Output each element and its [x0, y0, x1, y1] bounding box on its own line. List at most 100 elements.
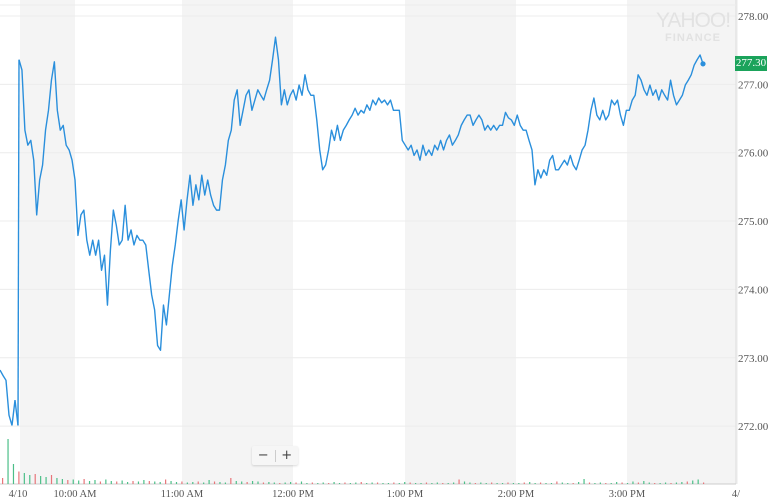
volume-bar	[148, 481, 150, 484]
volume-bar	[664, 482, 667, 484]
volume-bar	[637, 482, 639, 484]
volume-bar	[208, 480, 210, 484]
volume-bar	[404, 482, 406, 484]
volume-bar	[349, 483, 351, 484]
x-tick-label: 12:00 PM	[272, 489, 314, 500]
volume-bar	[409, 482, 411, 484]
y-tick-label: 274.00	[738, 284, 768, 296]
previous-session-line	[0, 369, 19, 426]
volume-bar	[83, 479, 85, 484]
volume-bar	[550, 483, 553, 484]
volume-bar	[143, 480, 145, 484]
volume-bar	[45, 477, 47, 484]
zoom-divider	[274, 449, 276, 462]
volume-bar	[241, 481, 243, 484]
volume-bar	[414, 483, 417, 484]
zoom-controls: − +	[252, 446, 298, 465]
volume-bar	[262, 482, 265, 484]
volume-bar	[599, 482, 601, 484]
volume-bar	[556, 481, 558, 484]
hour-band	[405, 0, 516, 484]
volume-bar	[681, 482, 683, 484]
volume-bar	[170, 481, 172, 484]
volume-bar	[518, 483, 520, 484]
open-gap-line	[17, 59, 20, 426]
volume-bar	[203, 482, 205, 484]
volume-bar	[219, 482, 221, 484]
volume-bar	[72, 479, 74, 484]
volume-bar	[23, 473, 25, 484]
volume-bar	[474, 483, 476, 484]
x-tick-label: 4/	[732, 489, 740, 500]
volume-bar	[268, 482, 270, 484]
volume-bar	[317, 483, 319, 484]
hour-band	[627, 0, 738, 484]
volume-bar	[50, 475, 53, 484]
volume-bar	[290, 482, 292, 484]
hour-band	[20, 0, 75, 484]
volume-bar	[442, 483, 444, 484]
volume-bar	[181, 481, 183, 484]
y-tick-label: 275.00	[738, 216, 768, 228]
volume-bar	[523, 482, 525, 484]
volume-bar	[105, 479, 107, 484]
volume-bar	[197, 481, 199, 484]
volume-bar	[230, 478, 232, 484]
volume-bar	[78, 480, 80, 484]
volume-bar	[496, 483, 498, 484]
volume-bar	[94, 480, 96, 484]
volume-bar	[56, 478, 58, 484]
volume-bar	[387, 483, 390, 484]
watermark-yahoo: YAHOO!	[655, 9, 731, 32]
volume-bar	[458, 479, 460, 484]
volume-bar	[583, 479, 585, 484]
volume-bar	[453, 482, 455, 484]
volume-bar	[436, 482, 438, 484]
volume-bar	[251, 481, 254, 484]
volume-bar	[322, 482, 324, 484]
volume-bar	[311, 482, 313, 484]
volume-bar	[235, 481, 237, 484]
watermark-finance: FINANCE	[665, 32, 721, 44]
volume-bar	[463, 481, 466, 484]
hour-band	[182, 0, 293, 484]
volume-bar	[529, 482, 531, 484]
volume-bar	[300, 481, 303, 484]
volume-bar	[12, 464, 15, 484]
volume-bar	[654, 483, 656, 484]
volume-bar	[692, 480, 694, 484]
volume-bar	[137, 481, 140, 484]
volume-bar	[40, 476, 42, 484]
volume-bar	[610, 483, 612, 484]
zoom-in-button[interactable]: +	[281, 448, 293, 463]
volume-bar	[338, 483, 341, 484]
y-tick-label: 277.00	[738, 79, 768, 91]
volume-bar	[675, 482, 678, 484]
volume-bar	[154, 481, 156, 484]
x-tick-label: 11:00 AM	[161, 489, 204, 500]
volume-bar	[393, 482, 395, 484]
volume-bar	[165, 479, 167, 484]
volume-bar	[333, 482, 335, 484]
x-tick-label: 2:00 PM	[498, 489, 535, 500]
volume-bar	[328, 483, 330, 484]
volume-bar	[703, 482, 705, 484]
volume-bar	[425, 482, 428, 484]
yahoo-finance-watermark: YAHOO! FINANCE	[650, 9, 736, 45]
volume-bar	[545, 483, 547, 484]
volume-bar	[295, 482, 297, 484]
volume-bar	[7, 439, 9, 484]
volume-bar	[594, 483, 596, 484]
volume-bar	[626, 483, 629, 484]
volume-bar	[355, 482, 357, 484]
volume-bar	[648, 482, 650, 484]
volume-bar	[376, 482, 379, 484]
volume-bar	[572, 483, 574, 484]
zoom-out-button[interactable]: −	[257, 448, 269, 463]
volume-bar	[491, 482, 493, 484]
volume-bar	[88, 481, 91, 484]
volume-bar	[344, 482, 346, 484]
volume-bar	[686, 481, 688, 484]
volume-bar	[279, 483, 281, 484]
